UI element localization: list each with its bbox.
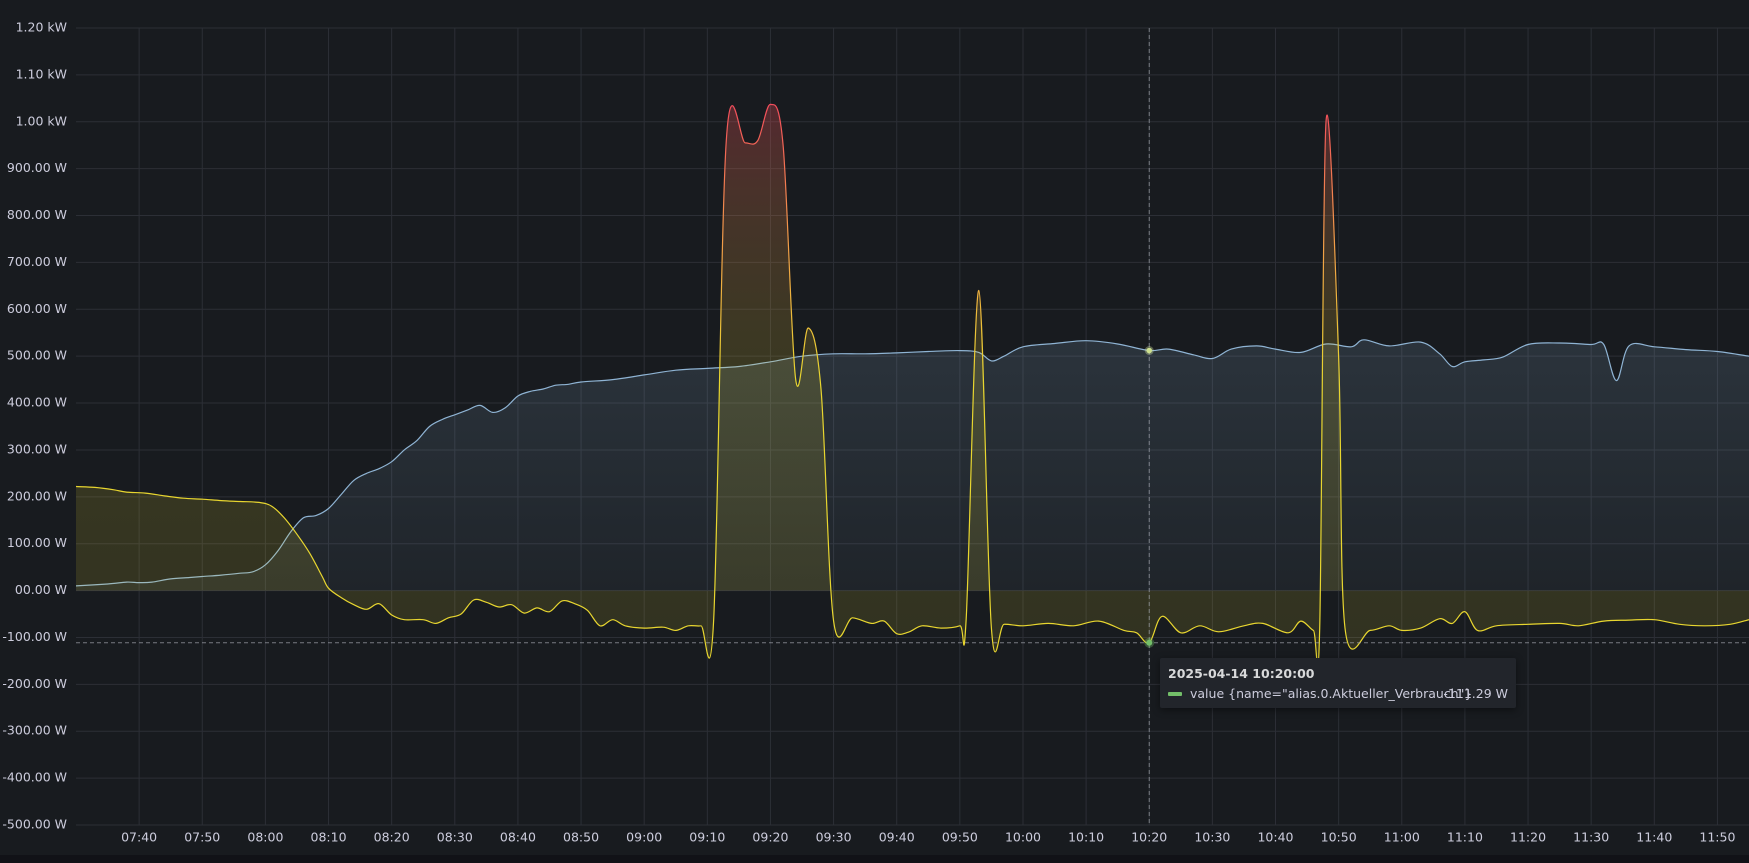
x-tick-label: 10:10 <box>1068 830 1104 845</box>
y-tick-label: 1.20 kW <box>16 20 67 35</box>
x-tick-label: 08:50 <box>563 830 599 845</box>
y-tick-label: -100.00 W <box>2 629 67 644</box>
x-tick-label: 08:20 <box>374 830 410 845</box>
tooltip-series-value: -111.29 W <box>1443 686 1508 701</box>
x-tick-label: 08:00 <box>247 830 283 845</box>
x-tick-label: 11:20 <box>1510 830 1546 845</box>
x-tick-label: 09:30 <box>816 830 852 845</box>
x-tick-label: 09:20 <box>752 830 788 845</box>
y-tick-label: 800.00 W <box>7 207 67 222</box>
y-tick-label: 1.00 kW <box>16 113 67 128</box>
hover-crosshair <box>76 28 1749 825</box>
y-tick-label: -400.00 W <box>2 770 67 785</box>
y-tick-label: 700.00 W <box>7 254 67 269</box>
hover-tooltip: 2025-04-14 10:20:00 value {name="alias.0… <box>1160 658 1516 708</box>
y-tick-label: 400.00 W <box>7 395 67 410</box>
x-tick-label: 10:30 <box>1194 830 1230 845</box>
y-tick-label: 500.00 W <box>7 348 67 363</box>
x-tick-label: 07:40 <box>121 830 157 845</box>
series-color-swatch <box>1168 692 1182 696</box>
tooltip-timestamp: 2025-04-14 10:20:00 <box>1168 666 1315 681</box>
x-tick-label: 09:10 <box>689 830 725 845</box>
series-2-line <box>75 103 1749 668</box>
x-tick-label: 11:30 <box>1573 830 1609 845</box>
x-tick-label: 07:50 <box>184 830 220 845</box>
series-1-area <box>76 339 1749 591</box>
x-tick-label: 08:40 <box>500 830 536 845</box>
tooltip-series-label: value {name="alias.0.Aktueller_Verbrauch… <box>1190 686 1473 701</box>
series-layer <box>75 103 1749 668</box>
tooltip-series-row: value {name="alias.0.Aktueller_Verbrauch… <box>1168 686 1508 704</box>
panel-bottom-edge <box>0 855 1749 863</box>
hover-point-series-2 <box>1146 639 1153 646</box>
y-tick-label: -200.00 W <box>2 676 67 691</box>
y-tick-label: 300.00 W <box>7 441 67 456</box>
x-tick-label: 11:00 <box>1384 830 1420 845</box>
y-tick-label: -300.00 W <box>2 723 67 738</box>
x-tick-label: 08:30 <box>437 830 473 845</box>
y-tick-label: 1.10 kW <box>16 66 67 81</box>
x-tick-label: 10:00 <box>1005 830 1041 845</box>
x-tick-label: 09:50 <box>942 830 978 845</box>
x-axis: 07:40 07:50 08:00 08:10 08:20 08:30 08:40 08:50… <box>121 830 1735 845</box>
y-axis: 1.20 kW 1.10 kW 1.00 kW 900.00 W 800.00 W 700… <box>2 20 67 832</box>
x-tick-label: 09:00 <box>626 830 662 845</box>
x-tick-label: 11:10 <box>1447 830 1483 845</box>
x-tick-label: 10:50 <box>1321 830 1357 845</box>
y-tick-label: 900.00 W <box>7 160 67 175</box>
x-tick-label: 10:20 <box>1131 830 1167 845</box>
x-tick-label: 10:40 <box>1257 830 1293 845</box>
x-tick-label: 11:50 <box>1699 830 1735 845</box>
hover-point-series-1 <box>1146 347 1153 354</box>
x-tick-label: 08:10 <box>311 830 347 845</box>
x-tick-label: 11:40 <box>1636 830 1672 845</box>
y-tick-label: 00.00 W <box>15 582 67 597</box>
y-tick-label: -500.00 W <box>2 817 67 832</box>
y-tick-label: 600.00 W <box>7 301 67 316</box>
x-tick-label: 09:40 <box>879 830 915 845</box>
y-tick-label: 200.00 W <box>7 488 67 503</box>
y-tick-label: 100.00 W <box>7 535 67 550</box>
series-2-area <box>76 104 1749 667</box>
